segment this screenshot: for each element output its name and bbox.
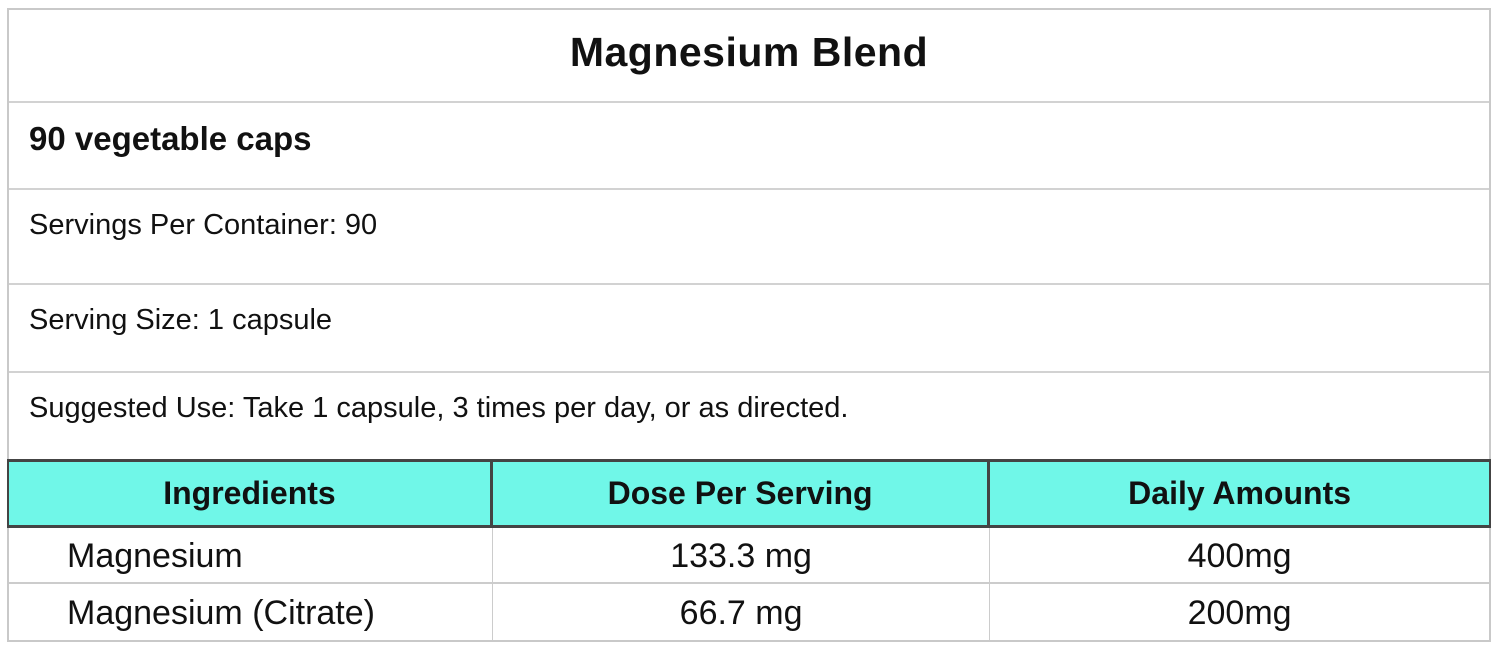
ingredient-daily-amount: 200mg: [1187, 593, 1292, 632]
header-ingredients: Ingredients: [9, 462, 493, 525]
servings-per-container: Servings Per Container: 90: [9, 190, 1489, 285]
ingredients-table-header: Ingredients Dose Per Serving Daily Amoun…: [7, 459, 1491, 528]
ingredient-dose: 133.3 mg: [493, 528, 991, 582]
header-dose-per-serving: Dose Per Serving: [493, 462, 991, 525]
ingredient-name: Magnesium: [9, 528, 493, 582]
supplement-label: Magnesium Blend 90 vegetable caps Servin…: [7, 8, 1491, 642]
capsule-count: 90 vegetable caps: [9, 103, 1489, 190]
serving-size: Serving Size: 1 capsule: [9, 285, 1489, 373]
ingredient-dose: 66.7 mg: [493, 584, 991, 640]
product-title: Magnesium Blend: [9, 10, 1489, 103]
table-row: Magnesium 133.3 mg 400mg: [9, 528, 1489, 584]
ingredient-daily-amount: 400mg: [1187, 536, 1292, 575]
ingredient-name: Magnesium (Citrate): [9, 584, 493, 640]
suggested-use: Suggested Use: Take 1 capsule, 3 times p…: [9, 373, 1489, 459]
header-daily-amounts: Daily Amounts: [1128, 475, 1352, 511]
table-row: Magnesium (Citrate) 66.7 mg 200mg: [9, 584, 1489, 640]
